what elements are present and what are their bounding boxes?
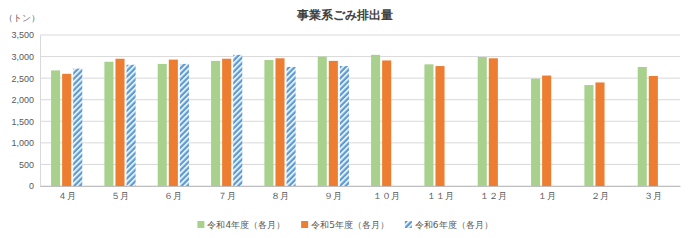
y-tick-label: 1,500 <box>11 117 34 127</box>
bar <box>275 58 284 186</box>
bar <box>649 76 658 186</box>
plot: 0 500 1,000 1,500 2,000 2,500 3,000 3,500 ４月 ５月 ６月… <box>11 30 680 201</box>
bar <box>489 58 498 186</box>
x-tick-label: ５月 <box>111 191 129 201</box>
legend-label: 令和5年度（各月） <box>311 220 389 230</box>
y-tick-label: 3,000 <box>11 52 34 62</box>
chart: 0 500 1,000 1,500 2,000 2,500 3,000 3,500 ４月 ５月 ６月… <box>0 0 690 238</box>
bar <box>287 67 296 186</box>
x-tick-label: １０月 <box>373 191 400 201</box>
x-tick: ２月 <box>591 186 609 201</box>
x-tick-label: ３月 <box>644 191 662 201</box>
grid-line <box>40 121 680 122</box>
y-tick-label: 2,500 <box>11 74 34 84</box>
bar <box>329 61 338 186</box>
y-tick: 1,000 <box>11 138 40 148</box>
bar <box>638 67 647 186</box>
y-tick: 2,500 <box>11 74 40 84</box>
y-axis: 0 500 1,000 1,500 2,000 2,500 3,000 3,500 <box>11 30 40 191</box>
x-tick-label: ８月 <box>271 191 289 201</box>
bar <box>169 60 178 186</box>
bar <box>382 60 391 186</box>
x-tick: ７月 <box>218 186 236 201</box>
bar <box>127 65 136 186</box>
y-tick: 3,000 <box>11 52 40 62</box>
x-tick: １月 <box>538 186 556 201</box>
x-tick: １１月 <box>427 186 454 201</box>
x-tick: １０月 <box>373 186 400 201</box>
grid-line <box>40 142 680 143</box>
legend-item: 令和4年度（各月） <box>197 220 285 230</box>
x-tick: ５月 <box>111 186 129 201</box>
y-tick: 0 <box>29 181 40 191</box>
bar <box>595 82 604 186</box>
bar <box>62 74 71 186</box>
bar <box>222 59 231 186</box>
y-tick-label: 3,500 <box>11 30 34 40</box>
bar <box>264 60 273 186</box>
bar <box>340 66 349 186</box>
x-axis-line <box>41 186 681 187</box>
y-axis-title: （トン） <box>4 13 40 23</box>
grid-line <box>40 164 680 165</box>
x-tick-label: ２月 <box>591 191 609 201</box>
title: 事業系ごみ排出量 <box>296 8 393 22</box>
bar <box>435 66 444 186</box>
bar <box>233 55 242 186</box>
legend-item: 令和6年度（各月） <box>405 220 493 230</box>
x-tick: ３月 <box>644 186 662 201</box>
y-tick-label: 500 <box>19 160 34 170</box>
grid-line <box>40 186 680 187</box>
bar <box>180 64 189 186</box>
legend-label: 令和4年度（各月） <box>207 220 285 230</box>
x-tick-label: １１月 <box>427 191 454 201</box>
x-axis: ４月 ５月 ６月 ７月 ８月 ９月 １０月 １１月 １２月 １月 ２月 ３月 <box>41 186 681 201</box>
x-tick-label: ７月 <box>218 191 236 201</box>
bar <box>73 69 82 186</box>
x-tick: ４月 <box>58 186 76 201</box>
x-tick-label: １２月 <box>480 191 507 201</box>
bar <box>424 64 433 186</box>
x-tick: １２月 <box>480 186 507 201</box>
legend-swatch <box>197 221 204 228</box>
y-tick: 2,000 <box>11 95 40 105</box>
x-tick-label: ６月 <box>164 191 182 201</box>
bar <box>584 85 593 186</box>
legend-swatch <box>405 221 412 228</box>
bar <box>158 64 167 186</box>
bars <box>51 55 658 186</box>
x-tick-label: １月 <box>538 191 556 201</box>
y-tick-label: 1,000 <box>11 138 34 148</box>
y-tick: 500 <box>19 160 40 170</box>
grid <box>40 35 680 186</box>
bar <box>318 57 327 186</box>
bar <box>542 76 551 186</box>
bar <box>478 57 487 186</box>
grid-line <box>40 35 680 36</box>
y-tick-label: 2,000 <box>11 95 34 105</box>
bar <box>531 79 540 186</box>
y-tick-label: 0 <box>29 181 34 191</box>
x-tick-label: ９月 <box>324 191 342 201</box>
grid-line <box>40 99 680 100</box>
x-tick: ８月 <box>271 186 289 201</box>
bar <box>51 70 60 186</box>
bar <box>371 55 380 186</box>
grid-line <box>40 56 680 57</box>
y-axis-line <box>40 36 41 187</box>
legend: 令和4年度（各月） 令和5年度（各月） 令和6年度（各月） <box>197 220 492 230</box>
bar <box>104 62 113 186</box>
x-tick-label: ４月 <box>58 191 76 201</box>
legend-item: 令和5年度（各月） <box>301 220 389 230</box>
x-tick: ９月 <box>324 186 342 201</box>
bar <box>115 59 124 186</box>
grid-line <box>40 78 680 79</box>
legend-swatch <box>301 221 308 228</box>
legend-label: 令和6年度（各月） <box>415 220 493 230</box>
y-tick: 1,500 <box>11 117 40 127</box>
x-tick: ６月 <box>164 186 182 201</box>
y-tick: 3,500 <box>11 30 40 40</box>
bar <box>211 61 220 186</box>
